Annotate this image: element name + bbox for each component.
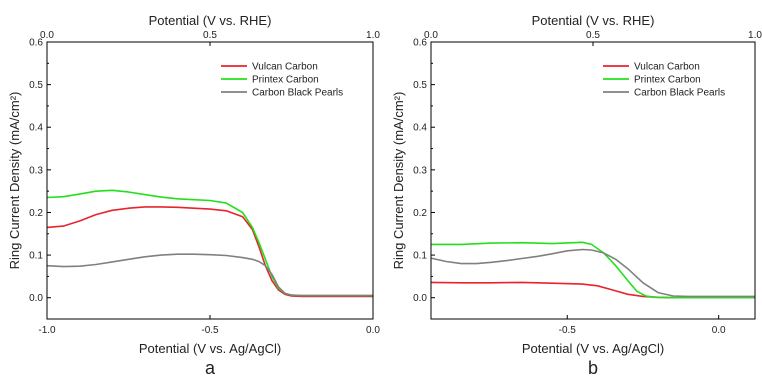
y-tick-label: 0.5 [29,80,43,91]
y-tick-label: 0.2 [29,208,43,219]
x2-tick-label: 1.0 [748,30,762,41]
y-tick-label: 0.4 [413,123,427,134]
legend-label: Vulcan Carbon [634,62,700,73]
chart-panel-a: 0.0 0.1 0.2 0.3 0.4 0.5 0.6 -1.0 -0.5 0.0 0.0 0.5 1.… [7,13,380,377]
x-tick-label: 0.0 [366,325,380,336]
series-line-2 [431,241,755,299]
y-tick-label: 0.5 [413,80,427,91]
x2-tick-label: 0.5 [203,30,217,41]
y-tick-label: 0.6 [413,38,427,49]
x-axis-title: Potential (V vs. Ag/AgCl) [139,341,281,356]
y-axis-title: Ring Current Density (mA/cm²) [7,92,22,270]
chart-panel-b: 0.0 0.1 0.2 0.3 0.4 0.5 0.6 -0.5 0.0 0.0 0.5 1.0 Pot… [391,13,762,377]
x2-tick-label: 0.5 [586,30,600,41]
x-tick-label: 0.0 [712,325,726,336]
y-tick-label: 0.6 [29,38,43,49]
legend-label: Printex Carbon [252,75,319,86]
x-tick-label: -0.5 [559,325,577,336]
legend-label: Vulcan Carbon [252,62,318,73]
x-axis-title: Potential (V vs. Ag/AgCl) [522,341,664,356]
legend-label: Carbon Black Pearls [252,88,343,99]
x2-tick-label: 0.0 [40,30,54,41]
y-tick-label: 0.2 [413,208,427,219]
y-axis-title: Ring Current Density (mA/cm²) [391,92,406,270]
legend-label: Carbon Black Pearls [634,88,725,99]
y-tick-label: 0.1 [29,251,43,262]
y-tick-label: 0.0 [413,293,427,304]
x-tick-label: -0.5 [201,325,219,336]
y-tick-label: 0.1 [413,251,427,262]
y-tick-label: 0.3 [29,165,43,176]
y-tick-label: 0.4 [29,123,43,134]
plot-frame [46,41,374,320]
panel-label: a [205,358,216,377]
x2-tick-label: 0.0 [424,30,438,41]
y-tick-label: 0.3 [413,165,427,176]
series-line-3 [430,248,755,298]
y-tick-label: 0.0 [29,293,43,304]
panel-label: b [588,358,598,377]
series-line-3 [46,253,373,297]
plot-frame [430,41,756,320]
x2-tick-label: 1.0 [366,30,380,41]
legend-label: Printex Carbon [634,75,701,86]
x-tick-label: -1.0 [38,325,56,336]
series-line-2 [46,189,373,297]
series-line-1 [430,281,755,299]
series-line-1 [46,206,373,298]
x2-axis-title: Potential (V vs. RHE) [149,13,272,28]
x2-axis-title: Potential (V vs. RHE) [532,13,655,28]
